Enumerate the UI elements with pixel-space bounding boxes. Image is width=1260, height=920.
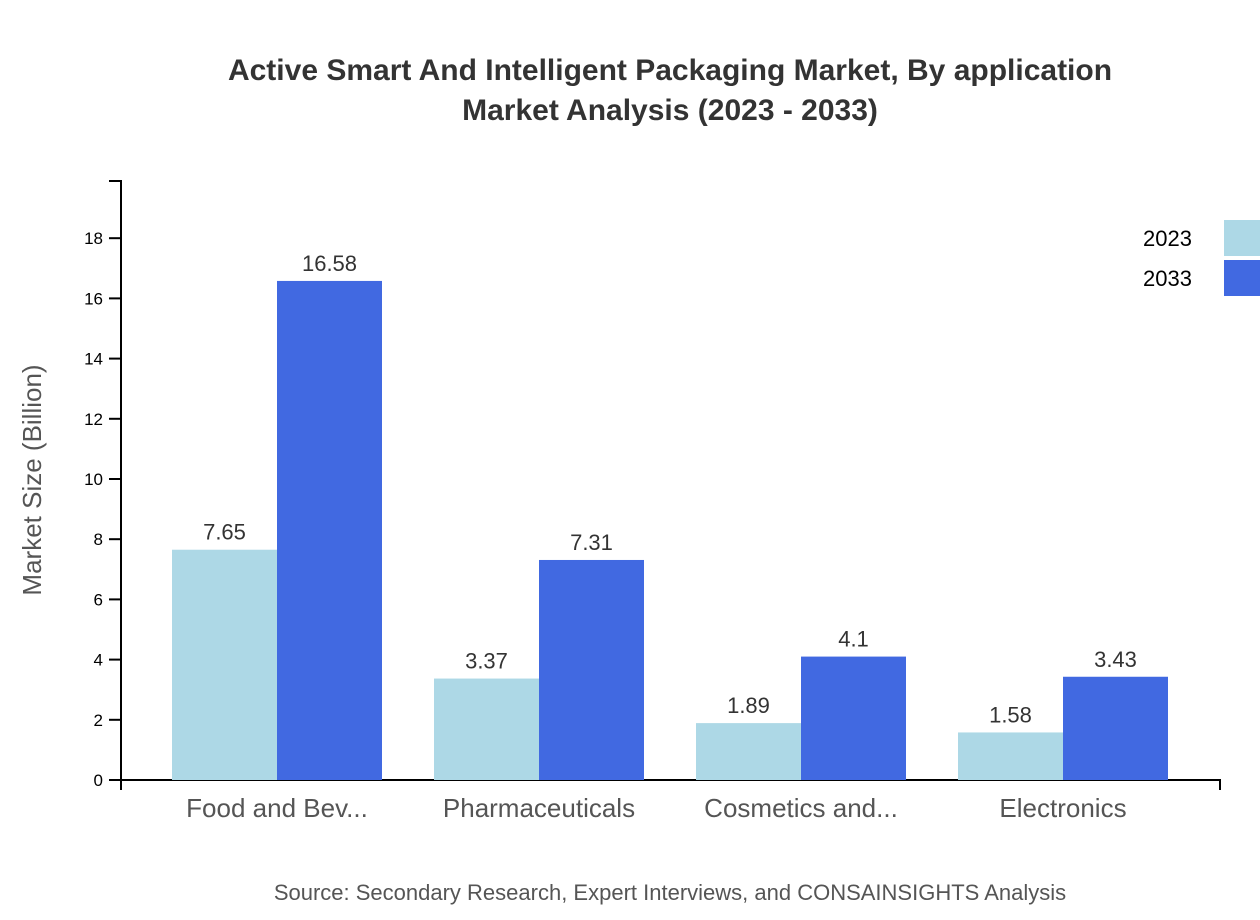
bar-2023 xyxy=(958,732,1063,780)
legend: 2023 2033 xyxy=(1143,220,1260,296)
y-tick-label: 10 xyxy=(84,470,103,489)
data-label: 4.1 xyxy=(838,627,869,652)
data-label: 16.58 xyxy=(302,251,357,276)
y-tick-label: 6 xyxy=(94,590,103,609)
chart-title-line-2: Market Analysis (2023 - 2033) xyxy=(462,94,878,127)
y-tick-label: 14 xyxy=(84,350,103,369)
y-tick-label: 8 xyxy=(94,530,103,549)
axes: 0 2 4 6 8 10 12 14 16 18 xyxy=(84,180,1221,790)
bars: Food and Bev... 7.65 16.58 Pharmaceuticals 3… xyxy=(172,251,1168,823)
x-tick-label: Food and Bev... xyxy=(186,793,368,823)
data-label: 3.37 xyxy=(465,649,508,674)
bar-2033 xyxy=(277,280,382,780)
source-note: Source: Secondary Research, Expert Inter… xyxy=(274,880,1066,905)
x-tick-label: Electronics xyxy=(999,793,1126,823)
y-tick-label: 4 xyxy=(94,651,103,670)
data-label: 7.65 xyxy=(203,520,246,545)
bar-2033 xyxy=(539,559,644,780)
legend-label: 2023 xyxy=(1143,226,1192,251)
y-tick-label: 0 xyxy=(94,771,103,790)
data-label: 1.58 xyxy=(989,702,1032,727)
legend-swatch xyxy=(1224,220,1260,256)
y-axis-label: Market Size (Billion) xyxy=(17,364,47,595)
bar-2033 xyxy=(1063,676,1168,780)
x-tick-label: Cosmetics and... xyxy=(704,793,898,823)
y-tick-label: 16 xyxy=(84,289,103,308)
y-tick-label: 18 xyxy=(84,229,103,248)
x-tick-label: Pharmaceuticals xyxy=(443,793,635,823)
bar-2023 xyxy=(696,723,801,780)
y-axis-line xyxy=(109,180,122,780)
bar-2023 xyxy=(434,678,539,780)
y-tick-label: 2 xyxy=(94,711,103,730)
bar-2023 xyxy=(172,549,277,780)
data-label: 7.31 xyxy=(570,530,613,555)
y-tick-label: 12 xyxy=(84,410,103,429)
legend-swatch xyxy=(1224,260,1260,296)
data-label: 1.89 xyxy=(727,693,770,718)
legend-label: 2033 xyxy=(1143,266,1192,291)
data-label: 3.43 xyxy=(1094,647,1137,672)
chart-title-line-1: Active Smart And Intelligent Packaging M… xyxy=(228,54,1112,87)
bar-2033 xyxy=(801,656,906,780)
x-axis-line xyxy=(120,779,1221,790)
